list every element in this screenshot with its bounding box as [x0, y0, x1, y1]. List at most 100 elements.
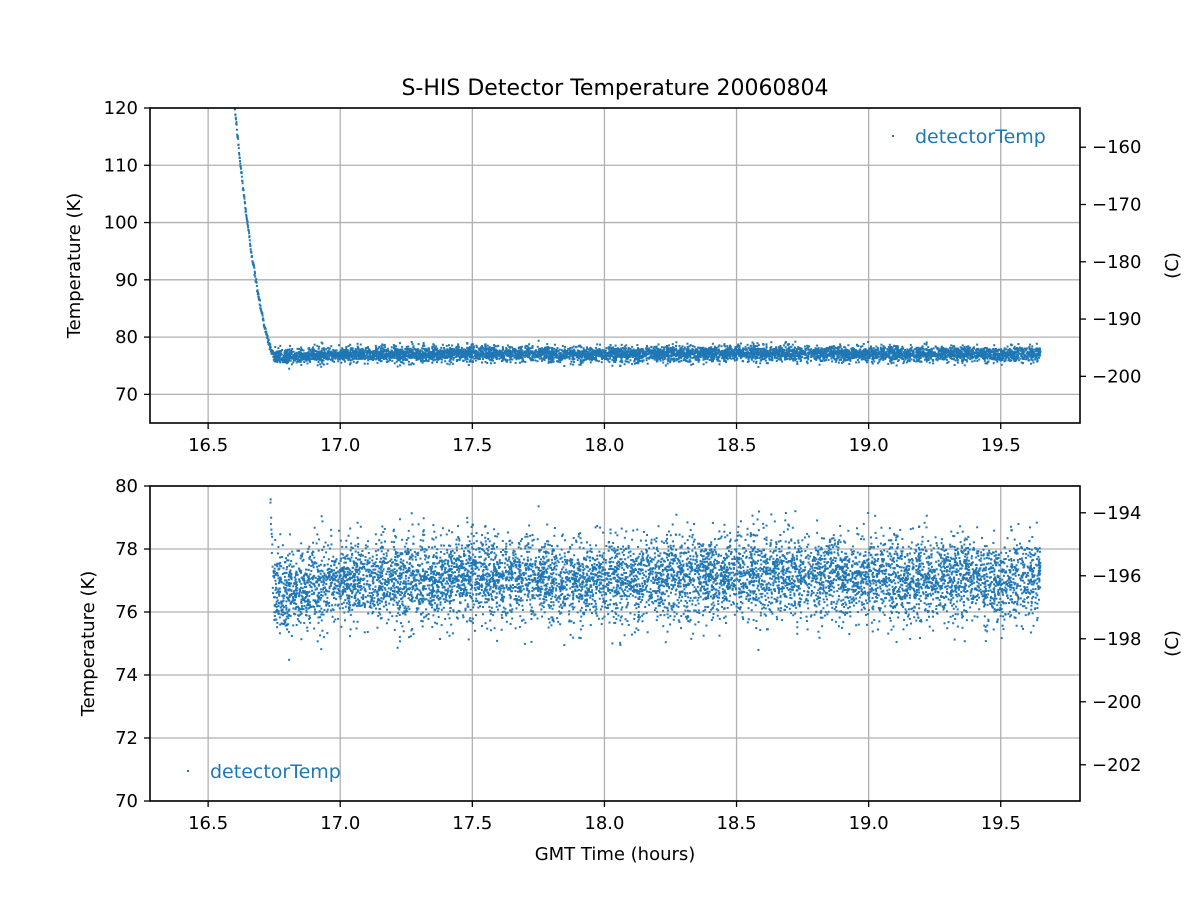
data-point — [342, 357, 345, 360]
data-point — [922, 355, 925, 358]
data-point — [773, 353, 776, 356]
data-point — [840, 353, 843, 356]
data-point — [1013, 353, 1016, 356]
data-point — [817, 356, 820, 359]
data-point — [356, 360, 359, 363]
data-point — [356, 345, 359, 348]
data-point — [666, 349, 669, 352]
data-point — [953, 345, 956, 348]
data-point — [295, 361, 298, 364]
data-point — [411, 348, 414, 351]
data-point — [412, 346, 415, 349]
data-point — [769, 358, 772, 361]
data-point — [350, 347, 353, 350]
data-point — [1003, 360, 1006, 363]
data-point — [861, 345, 864, 348]
data-point — [585, 350, 588, 353]
data-point — [924, 354, 927, 357]
data-point — [864, 350, 867, 353]
data-point — [596, 348, 599, 351]
data-point — [784, 351, 787, 354]
data-point — [334, 357, 337, 360]
data-point — [349, 349, 352, 352]
data-point — [320, 365, 323, 368]
data-point — [889, 350, 892, 353]
data-point — [237, 143, 240, 146]
data-point — [360, 353, 363, 356]
data-point — [465, 360, 468, 363]
data-point — [569, 351, 572, 354]
data-point — [368, 354, 371, 357]
data-point — [392, 356, 395, 359]
data-point — [815, 358, 818, 361]
data-point — [327, 346, 330, 349]
data-point — [655, 360, 658, 363]
data-point — [457, 351, 460, 354]
data-point — [877, 353, 880, 356]
data-point — [396, 348, 399, 351]
data-point — [482, 355, 485, 358]
data-point — [851, 350, 854, 353]
data-point — [1004, 359, 1007, 362]
data-point — [821, 360, 824, 363]
data-point — [310, 350, 313, 353]
data-point — [294, 358, 297, 361]
data-point — [276, 356, 279, 359]
data-point — [489, 348, 492, 351]
data-point — [871, 362, 874, 365]
data-point — [494, 345, 497, 348]
data-point — [809, 359, 812, 362]
data-point — [490, 346, 493, 349]
data-point — [592, 358, 595, 361]
data-point — [738, 346, 741, 349]
data-point — [660, 346, 663, 349]
data-point — [312, 355, 315, 358]
data-point — [753, 348, 756, 351]
data-point — [557, 349, 560, 352]
data-point — [848, 349, 851, 352]
data-point — [730, 357, 733, 360]
data-point — [519, 346, 522, 349]
data-point — [815, 352, 818, 355]
data-point — [462, 350, 465, 353]
data-point — [431, 358, 434, 361]
data-point — [558, 358, 561, 361]
data-point — [879, 347, 882, 350]
data-point — [937, 349, 940, 352]
data-point — [610, 351, 613, 354]
data-point — [605, 357, 608, 360]
data-point — [532, 352, 535, 355]
data-point — [372, 357, 375, 360]
data-point — [481, 358, 484, 361]
data-point — [741, 348, 744, 351]
data-point — [856, 358, 859, 361]
data-point — [662, 349, 665, 352]
data-point — [940, 356, 943, 359]
data-point — [915, 346, 918, 349]
data-point — [892, 361, 895, 364]
data-point — [376, 361, 379, 364]
data-point — [448, 360, 451, 363]
data-point — [927, 346, 930, 349]
data-point — [702, 346, 705, 349]
data-point — [1017, 351, 1020, 354]
data-point — [476, 350, 479, 353]
data-point — [995, 356, 998, 359]
data-point — [326, 353, 329, 356]
data-point — [481, 356, 484, 359]
data-point — [993, 344, 996, 347]
data-point — [761, 357, 764, 360]
data-point — [341, 347, 344, 350]
data-point — [594, 346, 597, 349]
data-point — [737, 343, 740, 346]
data-point — [913, 348, 916, 351]
data-point — [730, 353, 733, 356]
data-point — [1007, 359, 1010, 362]
data-point — [945, 349, 948, 352]
data-point — [831, 360, 834, 363]
data-point — [790, 357, 793, 360]
data-point — [686, 349, 689, 352]
data-point — [1009, 356, 1012, 359]
data-point — [615, 353, 618, 356]
data-point — [558, 348, 561, 351]
